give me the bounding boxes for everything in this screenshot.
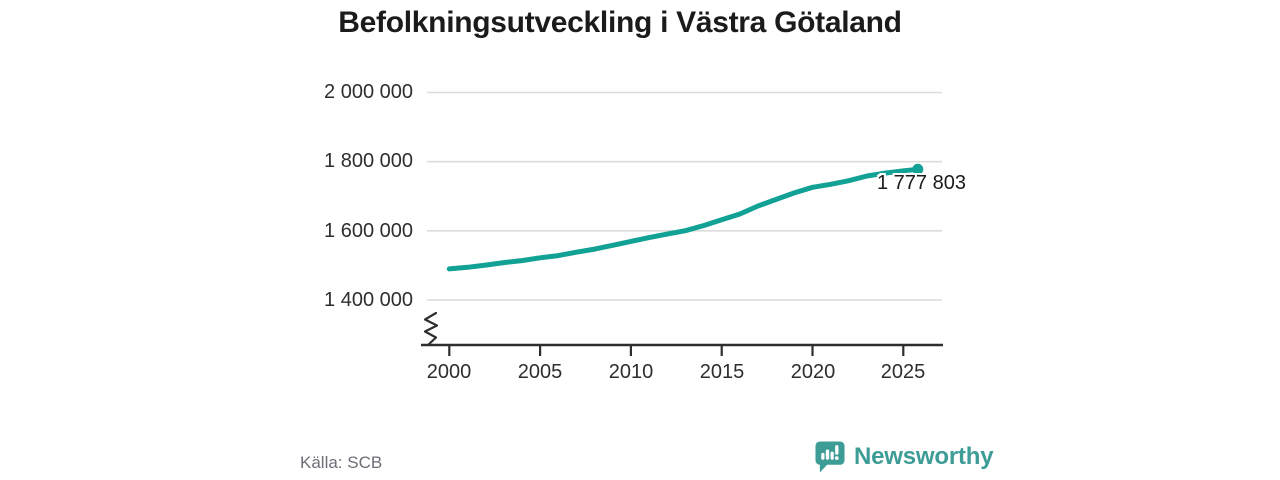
series-group — [446, 163, 924, 272]
population-line-series — [446, 166, 921, 272]
chart-title: Befolkningsutveckling i Västra Götaland — [338, 6, 902, 39]
source-note: Källa: SCB — [300, 453, 383, 472]
x-tick-label: 2000 — [426, 361, 472, 383]
speech-bubble-shape — [815, 441, 845, 473]
x-axis-ticks-group — [448, 345, 905, 356]
x-tick-label: 2015 — [699, 361, 745, 383]
x-tick-label: 2005 — [517, 361, 563, 383]
x-tick-label: 2010 — [608, 361, 654, 383]
x-tick-label: 2020 — [790, 361, 836, 383]
y-tick-label: 1 400 000 — [324, 289, 413, 311]
axis-break-icon — [423, 311, 439, 347]
brand-logo: Newsworthy — [815, 440, 994, 474]
newsworthy-logo-icon — [815, 441, 845, 473]
x-tick-label: 2025 — [880, 361, 926, 383]
y-tick-label: 1 600 000 — [324, 220, 413, 242]
y-tick-label: 2 000 000 — [324, 81, 413, 103]
end-point-value-label: 1 777 803 — [877, 172, 966, 194]
end-point-marker — [912, 163, 924, 175]
brand-name: Newsworthy — [854, 443, 994, 470]
gridlines-group — [427, 91, 942, 301]
y-tick-label: 1 800 000 — [324, 150, 413, 172]
